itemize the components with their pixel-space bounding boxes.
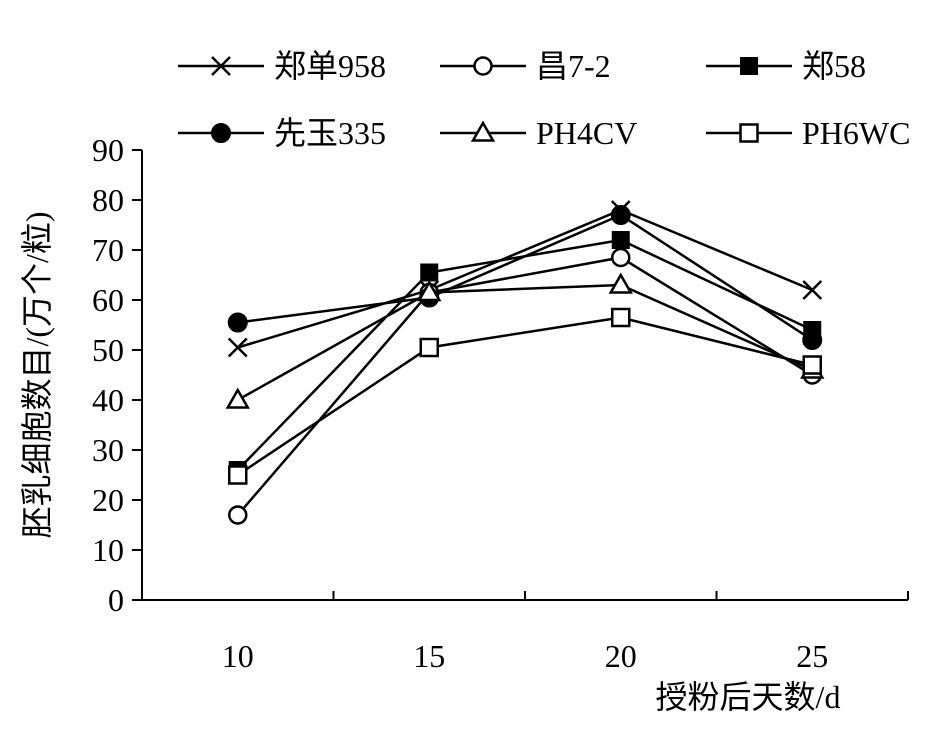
data-point: [473, 56, 493, 76]
x-tick-label: 25: [796, 638, 828, 674]
data-point: [739, 123, 759, 143]
data-point: [611, 231, 630, 249]
data-point: [228, 465, 248, 485]
data-point: [610, 205, 631, 225]
data-point: [227, 337, 248, 358]
legend-item: 昌7-2: [440, 48, 611, 84]
data-point: [211, 123, 231, 143]
legend-label: 郑58: [802, 48, 866, 84]
data-point: [608, 272, 633, 294]
y-tick-label: 30: [92, 432, 124, 468]
y-tick-label: 70: [92, 232, 124, 268]
legend-label: 昌7-2: [536, 48, 611, 84]
y-tick-label: 40: [92, 382, 124, 418]
legend-label: 先玉335: [274, 115, 386, 151]
series-layer: [225, 200, 825, 525]
axes: 0 10 20 30 40 50 60 70 80 90 10 15 20 25: [92, 132, 909, 674]
x-tick-label: 20: [605, 638, 637, 674]
legend-label: PH6WC: [802, 115, 910, 151]
data-point: [225, 387, 250, 409]
data-point: [611, 247, 631, 268]
y-tick-label: 10: [92, 532, 124, 568]
series-line: [237, 316, 813, 477]
x-marker-stroke: [802, 280, 823, 300]
x-marker-stroke: [211, 56, 231, 76]
data-point: [740, 57, 758, 75]
data-point: [228, 505, 248, 525]
y-tick-label: 0: [108, 582, 124, 618]
x-marker-stroke: [227, 337, 248, 358]
data-point: [417, 279, 442, 302]
y-axis-title: 胚乳细胞数目/(万个/粒): [19, 211, 55, 538]
legend-item: 郑单958: [178, 48, 386, 84]
series-line: [237, 208, 813, 349]
y-tick-label: 90: [92, 132, 124, 168]
legend-item: PH4CV: [440, 115, 637, 151]
x-tick-label: 15: [413, 638, 445, 674]
data-point: [802, 280, 823, 300]
series-line: [236, 256, 813, 516]
x-tick-label: 10: [222, 638, 254, 674]
data-point: [802, 330, 823, 350]
data-point: [211, 56, 231, 76]
x-axis-title: 授粉后天数/d: [656, 679, 841, 715]
legend-label: PH4CV: [536, 115, 637, 151]
y-tick-label: 60: [92, 282, 124, 318]
series-markers: [227, 205, 823, 350]
legend: 郑单958 昌7-2 郑58 先玉335 PH4CV PH6WC: [178, 48, 910, 151]
legend-item: 先玉335: [178, 115, 386, 151]
data-point: [611, 307, 631, 328]
legend-item: PH6WC: [706, 115, 910, 151]
legend-label: 郑单958: [274, 48, 386, 84]
series-markers: [228, 307, 822, 485]
data-point: [420, 263, 439, 282]
data-point: [470, 120, 496, 142]
legend-item: 郑58: [706, 48, 866, 84]
data-point: [227, 312, 248, 333]
data-point: [802, 355, 822, 375]
y-tick-label: 80: [92, 182, 124, 218]
data-point: [419, 337, 439, 358]
y-tick-label: 50: [92, 332, 124, 368]
series-line: [237, 283, 813, 402]
y-tick-label: 20: [92, 482, 124, 518]
series-line: [237, 213, 813, 342]
